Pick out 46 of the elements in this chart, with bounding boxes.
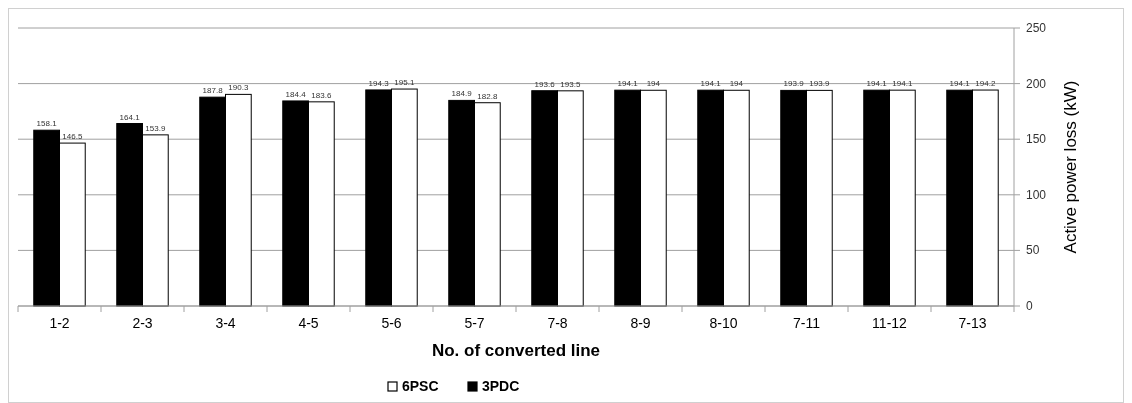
data-label: 194.1 bbox=[617, 79, 639, 89]
data-label: 195.1 bbox=[394, 78, 415, 88]
x-tick-label: 11-12 bbox=[872, 315, 908, 331]
x-tick-label: 7-13 bbox=[958, 315, 987, 331]
y-tick-label: 150 bbox=[1026, 132, 1047, 147]
data-label: 194.1 bbox=[866, 79, 888, 89]
y-tick-label: 200 bbox=[1026, 76, 1047, 91]
data-label: 183.6 bbox=[311, 90, 332, 100]
data-label: 158.1 bbox=[36, 119, 58, 129]
data-label: 194.1 bbox=[892, 79, 913, 89]
data-label: 153.9 bbox=[145, 123, 166, 133]
data-label: 184.4 bbox=[285, 89, 307, 99]
data-label: 190.3 bbox=[228, 83, 249, 93]
x-tick-label: 5-6 bbox=[381, 315, 402, 331]
x-tick-label: 2-3 bbox=[132, 315, 153, 331]
x-tick-label: 1-2 bbox=[49, 315, 70, 331]
x-tick-label: 7-8 bbox=[547, 315, 568, 331]
x-tick-label: 3-4 bbox=[215, 315, 236, 331]
data-label: 182.8 bbox=[477, 91, 498, 101]
data-label: 193.6 bbox=[534, 79, 556, 89]
data-label: 194.2 bbox=[975, 79, 996, 89]
data-label: 193.5 bbox=[560, 79, 581, 89]
y-tick-label: 250 bbox=[1026, 21, 1047, 35]
legend-label: 6PSC bbox=[402, 378, 439, 394]
data-label: 187.8 bbox=[202, 86, 224, 96]
x-axis-title: No. of converted line bbox=[431, 341, 601, 360]
data-label: 184.9 bbox=[451, 89, 473, 99]
x-tick-label: 8-10 bbox=[709, 315, 738, 331]
data-label: 194 bbox=[729, 79, 744, 89]
y-tick-label: 100 bbox=[1026, 187, 1047, 202]
data-label: 194.1 bbox=[949, 79, 971, 89]
data-label: 194.1 bbox=[700, 79, 722, 89]
x-tick-label: 8-9 bbox=[630, 315, 651, 331]
x-tick-label: 4-5 bbox=[298, 315, 319, 331]
data-label: 146.5 bbox=[62, 132, 83, 142]
legend-label: 3PDC bbox=[482, 378, 520, 394]
y-tick-label: 50 bbox=[1026, 243, 1040, 258]
data-label: 193.9 bbox=[809, 79, 830, 89]
x-tick-label: 7-11 bbox=[793, 315, 821, 331]
y-tick-label: 0 bbox=[1026, 299, 1033, 313]
data-label: 193.9 bbox=[783, 79, 805, 89]
data-label: 164.1 bbox=[119, 112, 141, 122]
y-axis-title: Active power loss (kW) bbox=[1061, 80, 1080, 254]
x-tick-label: 5-7 bbox=[464, 315, 485, 331]
data-label: 194.3 bbox=[368, 78, 390, 88]
data-label: 194 bbox=[646, 79, 661, 89]
